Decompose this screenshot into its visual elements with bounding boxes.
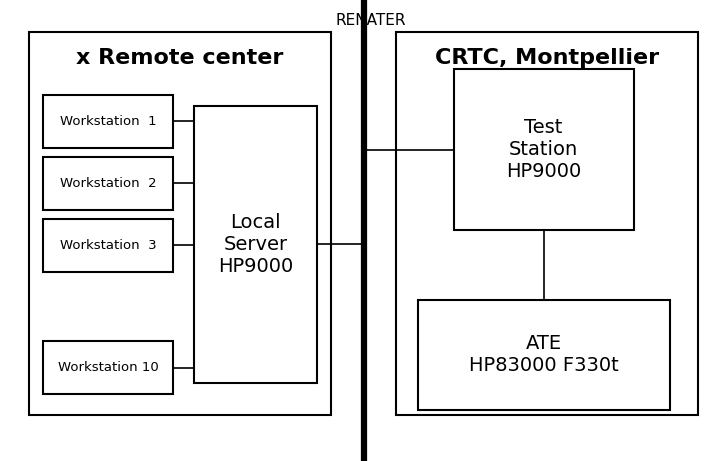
Text: Local
Server
HP9000: Local Server HP9000: [218, 213, 293, 276]
Text: Test
Station
HP9000: Test Station HP9000: [506, 118, 581, 181]
Text: CRTC, Montpellier: CRTC, Montpellier: [435, 47, 660, 68]
Bar: [43, 341, 173, 394]
Text: Workstation  3: Workstation 3: [60, 239, 156, 252]
Bar: [454, 69, 634, 230]
Text: RENATER: RENATER: [336, 13, 406, 28]
Bar: [396, 32, 698, 415]
Text: x Remote center: x Remote center: [76, 47, 284, 68]
Bar: [43, 95, 173, 148]
Text: Workstation  2: Workstation 2: [60, 177, 156, 190]
Bar: [418, 300, 670, 410]
Text: Workstation  1: Workstation 1: [60, 114, 156, 128]
Bar: [194, 106, 317, 383]
Bar: [43, 219, 173, 272]
Text: Workstation 10: Workstation 10: [58, 361, 158, 374]
Text: ATE
HP83000 F330t: ATE HP83000 F330t: [469, 335, 618, 375]
Bar: [43, 157, 173, 210]
Bar: [29, 32, 331, 415]
